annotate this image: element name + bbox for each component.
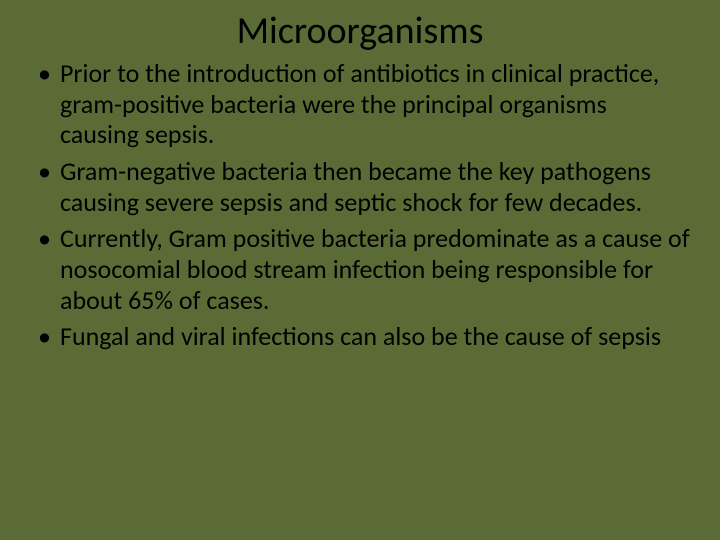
- list-item: Prior to the introduction of antibiotics…: [60, 58, 690, 150]
- list-item: Fungal and viral infections can also be …: [60, 321, 690, 352]
- bullet-list: Prior to the introduction of antibiotics…: [30, 58, 690, 352]
- list-item: Gram-negative bacteria then became the k…: [60, 156, 690, 217]
- slide: Microorganisms Prior to the introduction…: [0, 0, 720, 540]
- slide-title: Microorganisms: [30, 8, 690, 54]
- list-item: Currently, Gram positive bacteria predom…: [60, 223, 690, 315]
